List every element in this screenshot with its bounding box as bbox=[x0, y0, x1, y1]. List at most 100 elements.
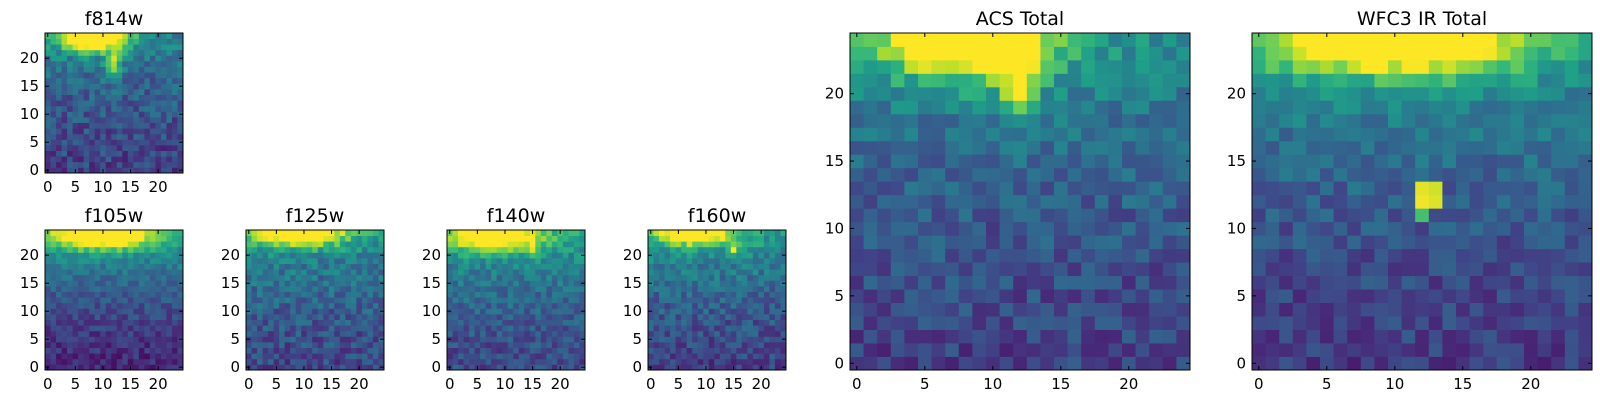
heatmap-cell bbox=[1442, 194, 1457, 209]
heatmap-cell bbox=[1537, 262, 1552, 277]
heatmap-cell bbox=[138, 263, 145, 270]
heatmap-cell bbox=[295, 230, 302, 236]
heatmap-cell bbox=[736, 342, 743, 348]
heatmap-cell bbox=[1456, 275, 1470, 290]
heatmap-cell bbox=[1135, 248, 1150, 263]
heatmap-cell bbox=[452, 241, 459, 248]
heatmap-cell bbox=[1094, 194, 1109, 209]
heatmap-cell bbox=[284, 319, 291, 326]
heatmap-cell bbox=[144, 117, 151, 123]
heatmap-cell bbox=[166, 117, 173, 123]
heatmap-cell bbox=[714, 252, 721, 259]
heatmap-cell bbox=[1013, 46, 1028, 61]
heatmap-cell bbox=[708, 308, 715, 315]
heatmap-cell bbox=[458, 308, 464, 315]
heatmap-cell bbox=[301, 269, 308, 276]
heatmap-cell bbox=[279, 263, 286, 270]
heatmap-cell bbox=[127, 77, 134, 84]
heatmap-cell bbox=[491, 252, 498, 259]
heatmap-cell bbox=[890, 221, 905, 236]
heatmap-cell bbox=[675, 258, 682, 264]
heatmap-cell bbox=[480, 246, 487, 253]
heatmap-cell bbox=[72, 246, 79, 253]
heatmap-cell bbox=[692, 314, 699, 320]
heatmap-cell bbox=[1279, 316, 1294, 330]
heatmap-cell bbox=[447, 291, 453, 298]
heatmap-cell bbox=[367, 342, 374, 348]
heatmap-cell bbox=[1122, 127, 1136, 142]
heatmap-cell bbox=[111, 291, 118, 298]
heatmap-cell bbox=[83, 319, 90, 326]
heatmap-cell bbox=[972, 100, 987, 115]
heatmap-cell bbox=[1360, 59, 1375, 74]
heatmap-cell bbox=[160, 33, 167, 39]
heatmap-cell bbox=[725, 319, 732, 326]
heatmap-cell bbox=[529, 235, 536, 242]
heatmap-cell bbox=[56, 133, 62, 140]
heatmap-cell bbox=[741, 246, 748, 253]
heatmap-cell bbox=[345, 286, 352, 292]
heatmap-cell bbox=[1149, 194, 1164, 209]
heatmap-cell bbox=[1496, 194, 1511, 209]
heatmap-cell bbox=[372, 325, 379, 332]
heatmap-cell bbox=[972, 86, 987, 101]
heatmap-cell bbox=[83, 280, 90, 287]
heatmap-cell bbox=[972, 356, 987, 371]
heatmap-cell bbox=[1081, 235, 1096, 250]
heatmap-cell bbox=[50, 66, 57, 73]
heatmap-cell bbox=[681, 308, 688, 315]
heatmap-cell bbox=[1279, 154, 1294, 169]
heatmap-cell bbox=[83, 161, 90, 168]
heatmap-cell bbox=[144, 358, 151, 365]
heatmap-cell bbox=[268, 252, 274, 259]
heatmap-cell bbox=[144, 347, 151, 354]
heatmap-cell bbox=[94, 274, 101, 281]
heatmap-cell bbox=[350, 347, 357, 354]
heatmap-cell bbox=[111, 133, 118, 140]
heatmap-cell bbox=[513, 246, 520, 253]
heatmap-cell bbox=[659, 291, 665, 298]
heatmap-cell bbox=[306, 280, 313, 287]
heatmap-cell bbox=[653, 342, 660, 348]
heatmap-cell bbox=[328, 297, 335, 304]
heatmap-cell bbox=[284, 342, 291, 348]
heatmap-cell bbox=[262, 235, 269, 242]
heatmap-cell bbox=[94, 314, 101, 320]
heatmap-cell bbox=[94, 336, 101, 343]
heatmap-cell bbox=[573, 291, 580, 298]
heatmap-cell bbox=[50, 117, 57, 123]
heatmap-cell bbox=[105, 105, 112, 112]
heatmap-cell bbox=[149, 150, 156, 157]
heatmap-cell bbox=[61, 258, 68, 264]
heatmap-cell bbox=[452, 291, 459, 298]
heatmap-cell bbox=[111, 83, 118, 90]
heatmap-cell bbox=[736, 291, 743, 298]
heatmap-cell bbox=[551, 319, 558, 326]
heatmap-cell bbox=[513, 314, 520, 320]
heatmap-cell bbox=[251, 342, 258, 348]
heatmap-cell bbox=[986, 248, 1000, 263]
heatmap-cell bbox=[697, 258, 704, 264]
heatmap-cell bbox=[1496, 154, 1511, 169]
heatmap-cell bbox=[557, 274, 564, 281]
heatmap-cell bbox=[166, 291, 173, 298]
heatmap-cell bbox=[367, 258, 374, 264]
heatmap-cell bbox=[45, 297, 51, 304]
heatmap-cell bbox=[1279, 248, 1294, 263]
heatmap-cell bbox=[378, 302, 385, 309]
heatmap-cell bbox=[1108, 194, 1123, 209]
heatmap-cell bbox=[507, 241, 514, 248]
heatmap-cell bbox=[1510, 167, 1525, 182]
heatmap-cell bbox=[513, 302, 520, 309]
heatmap-cell bbox=[568, 342, 575, 348]
heatmap-cell bbox=[890, 235, 905, 250]
heatmap-cell bbox=[290, 230, 297, 236]
heatmap-cell bbox=[1360, 46, 1375, 61]
heatmap-cell bbox=[1456, 221, 1470, 236]
heatmap-cell bbox=[741, 230, 748, 236]
heatmap-cell bbox=[279, 252, 286, 259]
heatmap-cell bbox=[72, 314, 79, 320]
heatmap-cell bbox=[714, 342, 721, 348]
heatmap-cell bbox=[890, 208, 905, 223]
heatmap-cell bbox=[284, 246, 291, 253]
